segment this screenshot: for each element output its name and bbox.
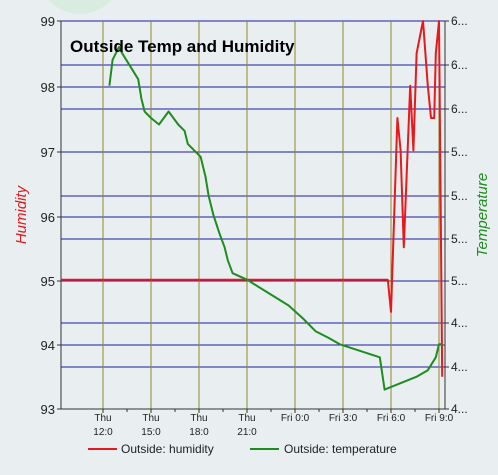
temperature-series-line [108, 45, 443, 391]
legend: Outside: humidity Outside: temperature [88, 442, 397, 456]
left-tick-label-2: 97 [41, 145, 55, 160]
right-tick-label-4: 5... [451, 189, 468, 203]
legend-humidity-label: Outside: humidity [121, 442, 214, 456]
right-tick-label-6: 5... [451, 274, 468, 288]
right-tick-labels: 6... 6... 6... 5... 5... 5... 5... 4... 4... 4... [445, 14, 468, 416]
corner-bubble-decoration [48, 0, 112, 14]
right-tick-label-2: 6... [451, 102, 468, 116]
x-tick-labels: Thu 12:0 Thu 15:0 Thu 18:0 Thu 21:0 Fri 0:0 Fri 3… [93, 409, 454, 438]
x-tick-sublabel-0: 12:0 [93, 427, 113, 438]
chart-title: Outside Temp and Humidity [70, 37, 295, 56]
x-tick-label-6: Fri 6:0 [377, 413, 406, 424]
right-tick-label-5: 5... [451, 232, 468, 246]
left-tick-label-1: 98 [41, 80, 55, 95]
vertical-grid [102, 21, 440, 409]
right-tick-label-7: 4... [451, 316, 468, 330]
left-tick-label-4: 95 [41, 274, 55, 289]
x-tick-label-7: Fri 9:0 [425, 413, 454, 424]
x-tick-label-5: Fri 3:0 [329, 413, 358, 424]
x-tick-label-4: Fri 0:0 [281, 413, 310, 424]
left-tick-label-0: 99 [41, 14, 55, 29]
x-tick-sublabel-2: 18:0 [189, 427, 209, 438]
right-tick-label-3: 5... [451, 145, 468, 159]
left-tick-label-3: 96 [41, 210, 55, 225]
left-tick-label-5: 94 [41, 338, 55, 353]
x-tick-label-2: Thu [190, 413, 207, 424]
left-axis-label: Humidity [13, 184, 30, 244]
left-tick-labels: 99 98 97 96 95 94 93 [41, 14, 61, 417]
humidity-series-line [61, 20, 444, 377]
right-tick-label-9: 4... [451, 402, 468, 416]
right-tick-label-1: 6... [451, 58, 468, 72]
x-tick-label-3: Thu [238, 413, 255, 424]
series-layer [61, 20, 444, 391]
right-tick-label-0: 6... [451, 14, 468, 28]
x-tick-label-1: Thu [142, 413, 159, 424]
x-tick-sublabel-3: 21:0 [237, 427, 257, 438]
x-tick-label-0: Thu [94, 413, 111, 424]
legend-temperature-label: Outside: temperature [284, 442, 397, 456]
left-tick-label-6: 93 [41, 402, 55, 417]
right-tick-label-8: 4... [451, 360, 468, 374]
horizontal-grid [61, 20, 445, 368]
x-tick-sublabel-1: 15:0 [141, 427, 161, 438]
right-axis-label: Temperature [474, 173, 491, 258]
